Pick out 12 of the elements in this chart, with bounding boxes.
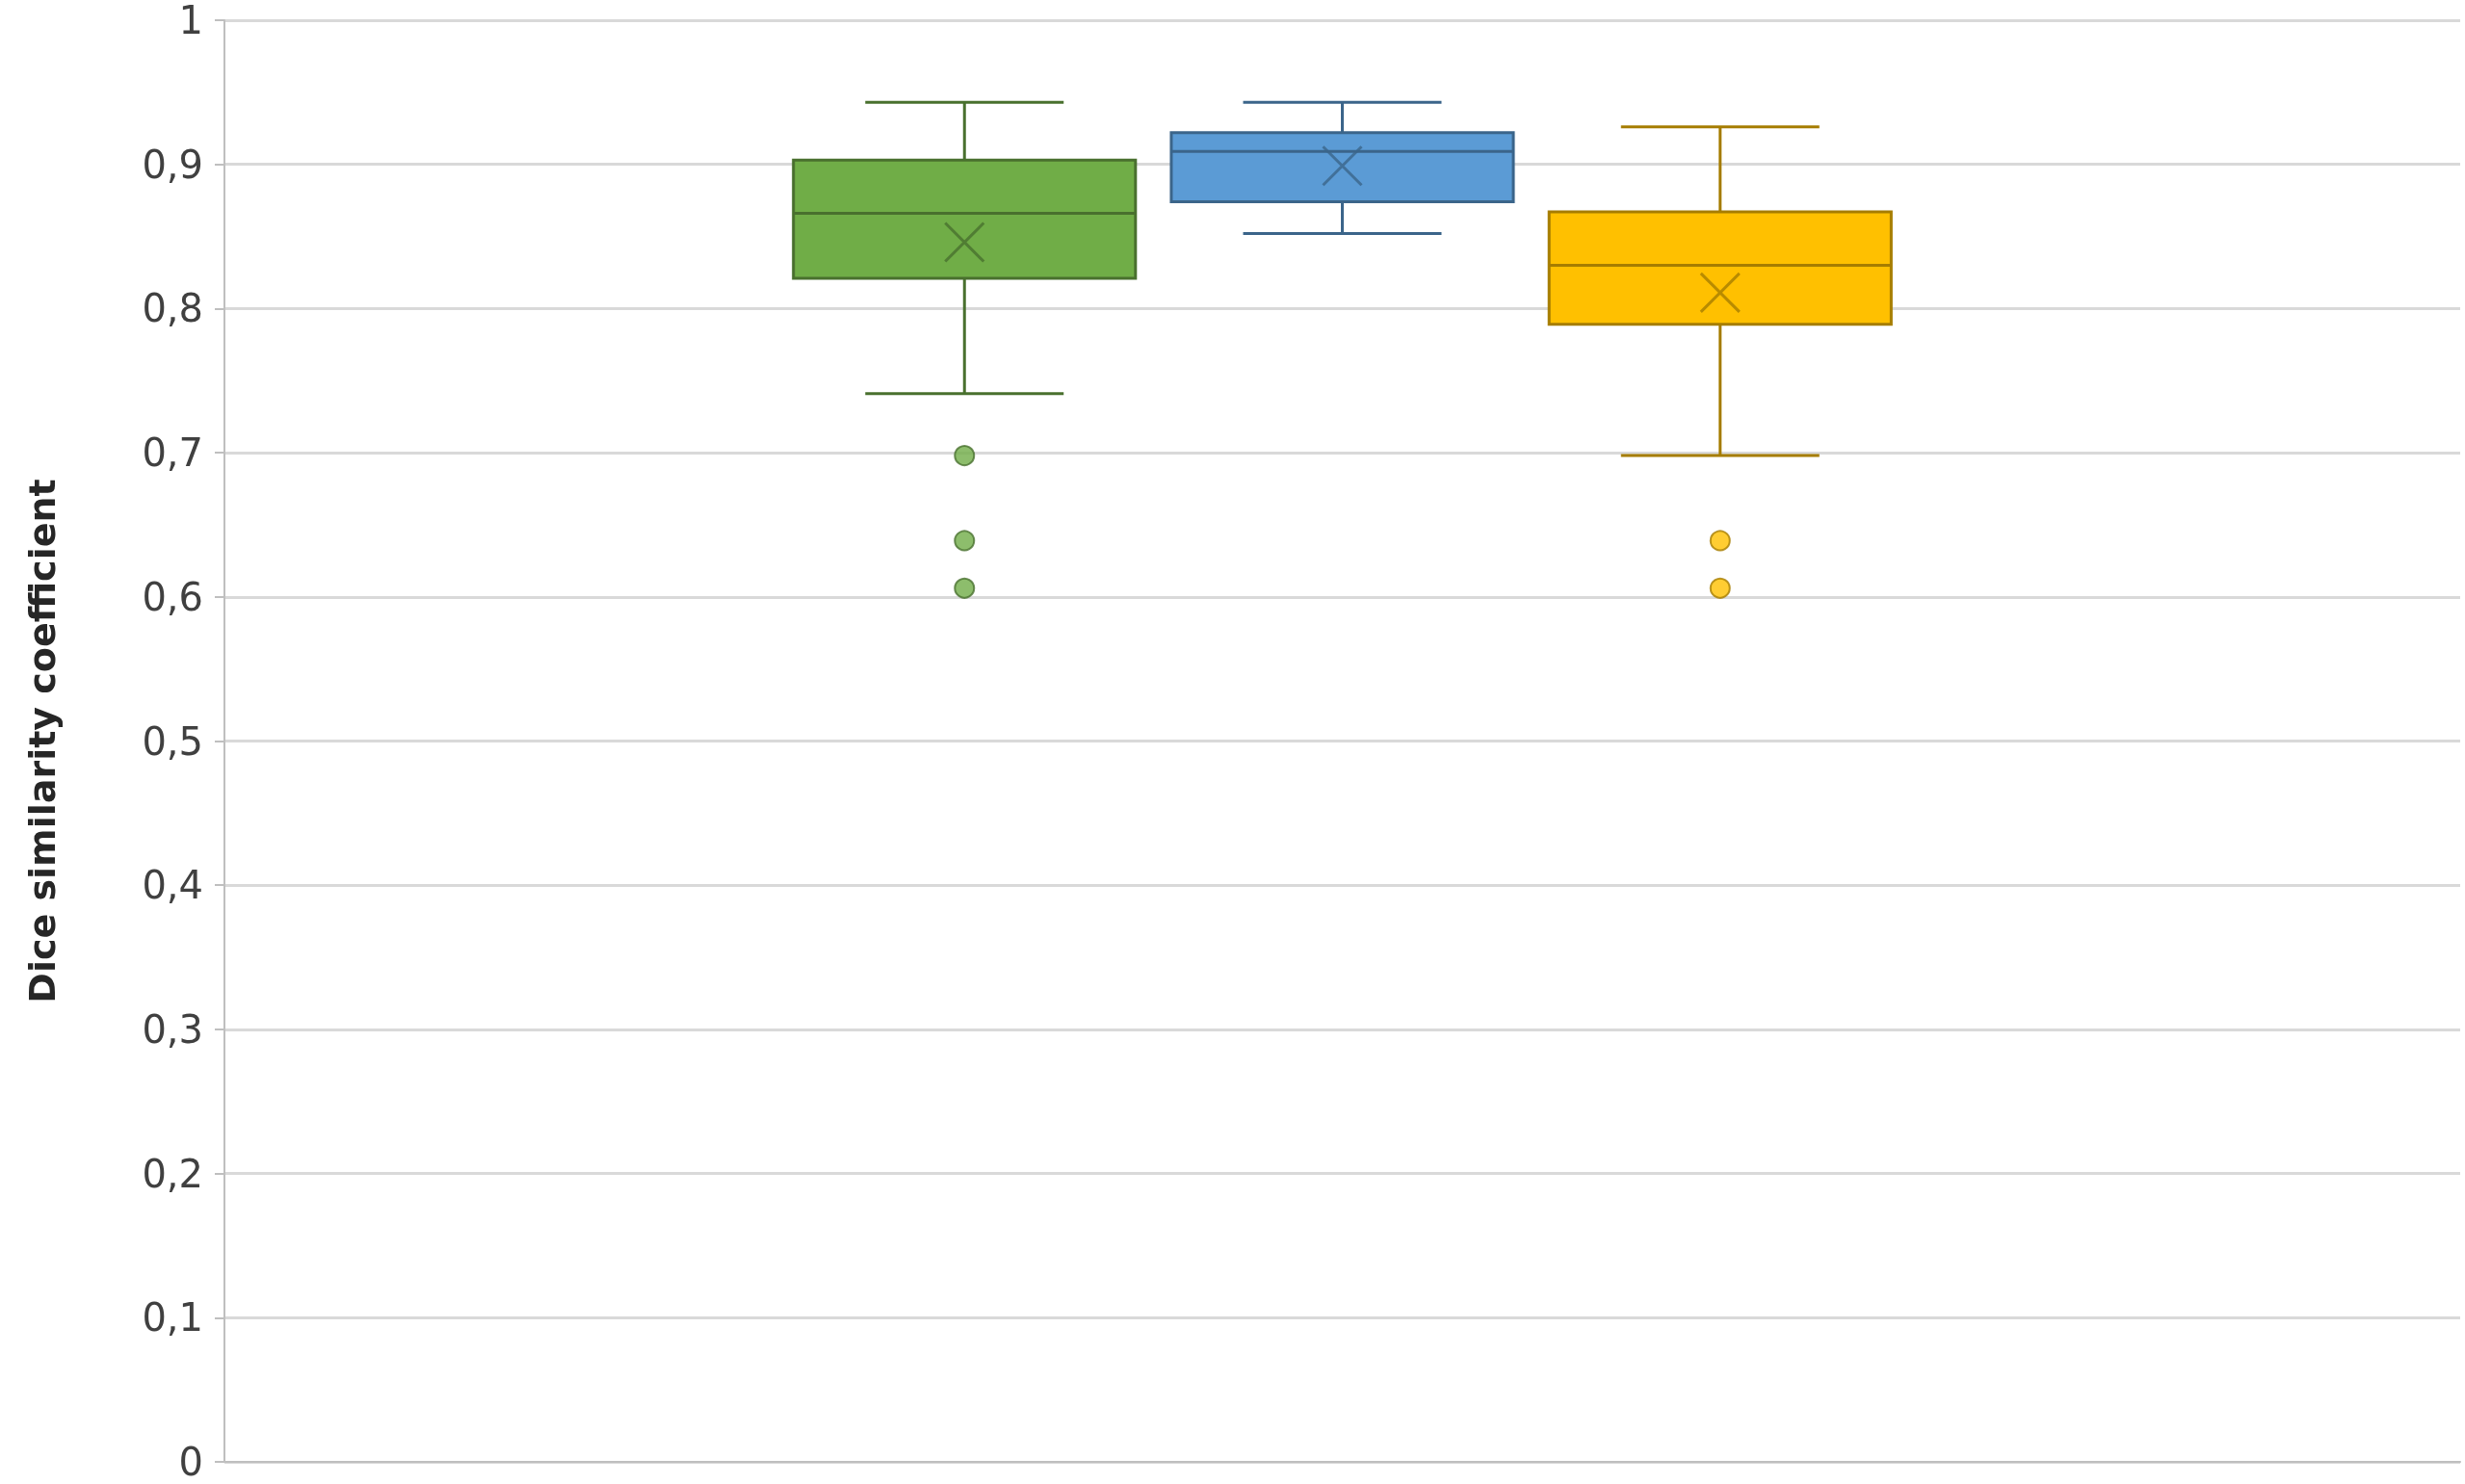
y-tick-label: 0,4	[142, 863, 203, 908]
y-tick-label: 0,5	[142, 718, 203, 764]
y-tick-label: 0,7	[142, 430, 203, 476]
y-tick-label: 1	[178, 0, 203, 42]
y-tick-label: 0,3	[142, 1006, 203, 1052]
y-tick-label: 0,2	[142, 1151, 203, 1196]
y-tick-label: 0,8	[142, 286, 203, 331]
y-tick-label: 0	[178, 1440, 203, 1484]
y-axis-title: Dice similarity coefficient	[21, 479, 64, 1003]
y-tick-label: 0,9	[142, 142, 203, 187]
y-tick-label: 0,1	[142, 1295, 203, 1341]
y-tick-label: 0,6	[142, 574, 203, 619]
